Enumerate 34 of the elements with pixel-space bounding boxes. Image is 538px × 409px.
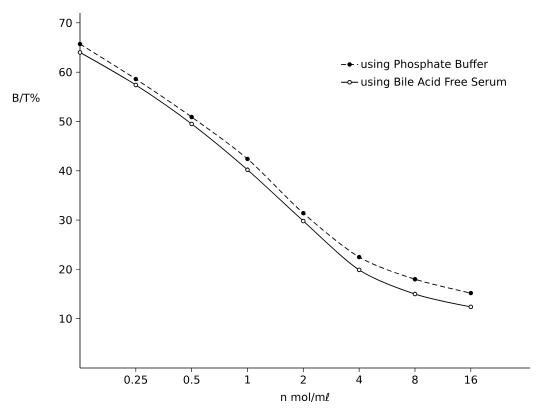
y-tick-label: 60 [59,68,72,76]
point [134,76,138,82]
point [301,210,306,216]
y-tick-label: 10 [60,314,72,323]
point [189,122,194,126]
x-tick-label: 2 [300,376,306,384]
x-tick-label: 8 [412,376,418,384]
point [245,156,250,162]
y-tick-label: 20 [59,265,72,274]
y-tick-label: 70 [59,18,72,28]
point [356,254,362,260]
point [189,114,194,120]
y-tick-label: 50 [59,117,72,126]
point [468,290,474,296]
point [412,292,418,296]
point [412,277,418,282]
x-tick-label: 16 [465,376,478,384]
x-tick-label: 0.5 [184,376,200,384]
point [301,218,306,224]
point [134,82,138,88]
point [78,50,82,55]
x-tick-label: 1 [245,376,250,384]
point [78,42,82,46]
point [468,304,474,310]
x-tick-label: 4 [356,376,362,384]
point [245,168,250,172]
x-tick-label: 0.25 [124,376,148,384]
point [356,268,362,272]
y-tick-label: 30 [59,216,72,224]
legend-label: using Phosphate Buffer [361,60,488,70]
x-axis-title: n mol/mℓ [281,392,330,402]
y-axis-title: B/T% [12,94,40,103]
y-tick-label: 40 [59,166,72,175]
legend-label: using Bile Acid Free Serum [361,77,506,88]
